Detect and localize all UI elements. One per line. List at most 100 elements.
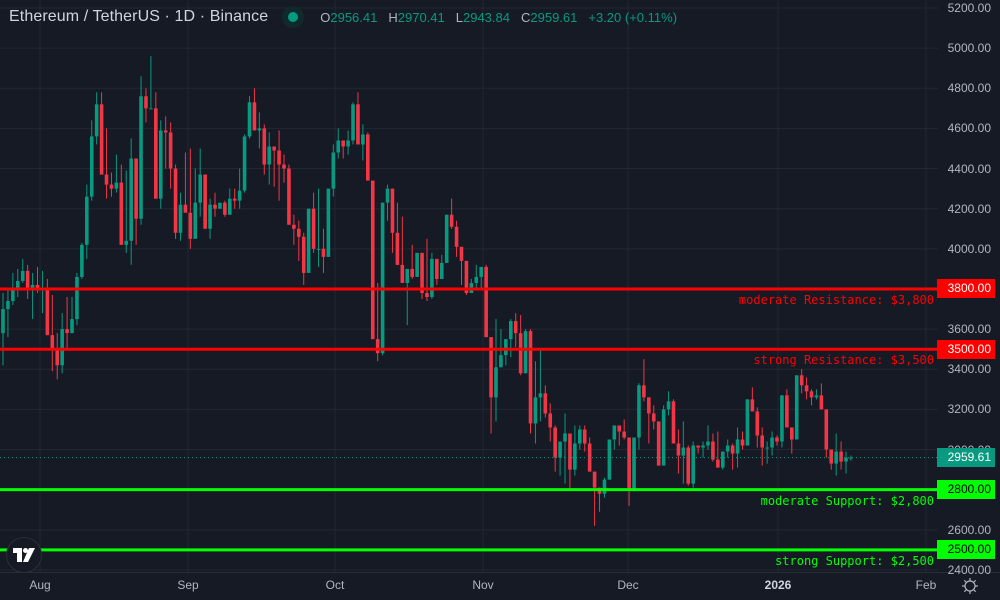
candle-body [163, 130, 168, 133]
tradingview-logo-icon[interactable] [6, 537, 42, 573]
candle-body [617, 425, 622, 432]
price-change: +3.20 (+0.11%) [588, 9, 678, 25]
price-tick: 4400.00 [947, 161, 991, 176]
candle-body [193, 202, 198, 239]
candle-body [45, 288, 50, 336]
candle-body [134, 158, 138, 219]
candle-body [499, 355, 503, 368]
candle-body [60, 329, 64, 366]
time-tick: Dec [617, 578, 639, 592]
ohlc-low: L2943.84 [455, 9, 510, 25]
candle-body [346, 140, 350, 147]
candle-body [301, 236, 306, 273]
candle-body [711, 441, 715, 460]
ohlc-close: C2959.61 [520, 9, 578, 25]
candle-body [533, 397, 538, 424]
candle-body [543, 393, 548, 414]
candle-body [75, 276, 79, 320]
candle-body [139, 96, 143, 219]
candle-body [242, 136, 247, 191]
candle-body [508, 321, 513, 340]
candle-body [351, 104, 355, 141]
candle-body [750, 399, 755, 412]
candle-body [582, 429, 587, 444]
candle-body [287, 168, 291, 225]
candle-body [104, 174, 109, 185]
ohlc-legend: O2956.41 H2970.41 L2943.84 C2959.61 +3.2… [320, 10, 677, 25]
candle-body [336, 140, 341, 153]
time-tick: Nov [472, 578, 494, 592]
candle-body [518, 333, 523, 374]
candle-body [504, 339, 508, 356]
candle-body [213, 204, 217, 209]
candle-body [824, 409, 829, 450]
candle-body [489, 337, 493, 398]
time-tick: 2026 [764, 578, 792, 592]
candle-body [706, 441, 710, 446]
moderate-support-label: moderate Support: $2,800 [760, 493, 934, 508]
price-tick: 2600.00 [947, 522, 991, 537]
ohlc-high: H2970.41 [388, 9, 445, 25]
candle-body [311, 208, 316, 249]
candle-body [15, 280, 20, 289]
candle-body [252, 102, 257, 131]
candle-body [183, 204, 188, 213]
time-tick: Feb [915, 578, 937, 592]
candle-body [686, 447, 691, 484]
candle-body [11, 288, 15, 302]
moderate-support-price-tag: 2800.00 [937, 480, 995, 500]
candle-body [257, 128, 262, 131]
candle-body [420, 252, 424, 293]
candle-body [725, 445, 730, 452]
candle-body [425, 292, 429, 298]
candle-body [203, 174, 207, 229]
candle-body [272, 146, 276, 151]
candle-body [439, 262, 444, 279]
candle-body [89, 136, 94, 197]
candle-body [410, 268, 414, 277]
time-tick: Sep [177, 578, 199, 592]
candle-body [656, 421, 661, 466]
candle-body [208, 204, 212, 229]
tradingview-logo-glyph [13, 548, 35, 562]
candle-body [612, 425, 617, 440]
candle-body [55, 349, 60, 366]
candle-body [681, 447, 686, 456]
candle-body [553, 427, 557, 458]
time-tick: Aug [29, 578, 51, 592]
candle-body [198, 174, 202, 203]
market-status-indicator[interactable] [282, 6, 305, 28]
candle-body [804, 385, 809, 392]
candle-body [513, 321, 518, 334]
candle-body [124, 240, 129, 245]
candle-body [558, 441, 562, 458]
candle-body [405, 268, 410, 283]
candle-body [223, 202, 227, 215]
price-tick: 5000.00 [947, 41, 991, 56]
candle-body [435, 258, 439, 279]
candle-body [144, 96, 148, 109]
candle-body [730, 445, 735, 454]
candle-body [262, 128, 267, 165]
candle-body [720, 451, 725, 468]
candle-body [370, 180, 375, 340]
candle-body [637, 385, 641, 438]
candle-body [790, 427, 794, 440]
gear-icon[interactable] [961, 577, 979, 595]
moderate-resistance-label: moderate Resistance: $3,800 [738, 292, 934, 307]
candle-body [523, 331, 528, 374]
candle-body [430, 258, 434, 298]
candle-body [568, 433, 572, 470]
candle-body [341, 140, 345, 147]
candle-body [573, 443, 577, 470]
candle-body [454, 226, 459, 247]
candle-body [321, 248, 326, 257]
candle-body [780, 395, 784, 442]
candle-body [1, 309, 5, 334]
candle-body [494, 367, 498, 398]
candle-body [94, 104, 99, 137]
symbol-title[interactable]: Ethereum / TetherUS · 1D · Binance [9, 8, 269, 25]
candle-body [6, 301, 10, 310]
candle-body [745, 399, 750, 446]
